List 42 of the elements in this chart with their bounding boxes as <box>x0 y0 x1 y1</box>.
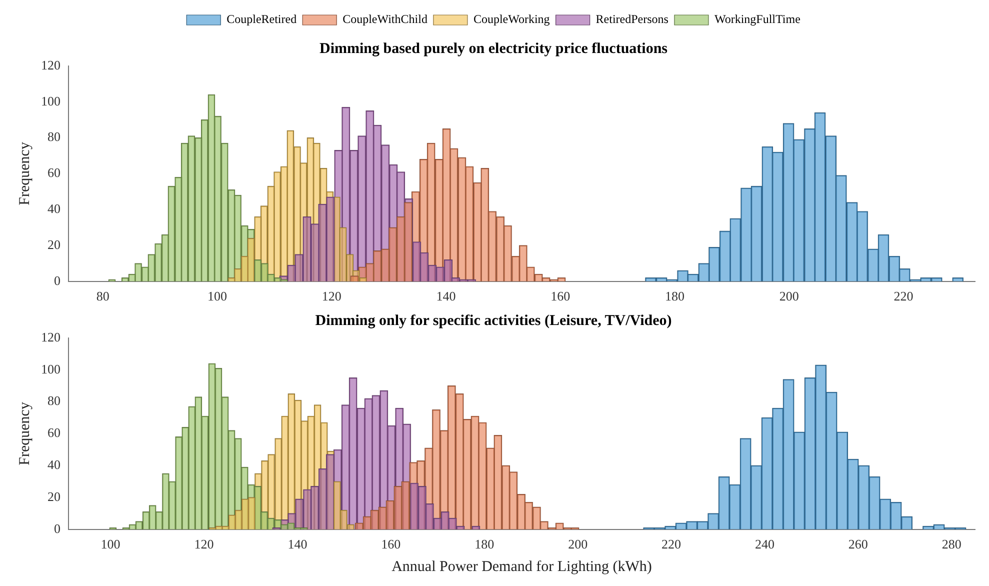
x-tick-label: 260 <box>848 536 868 552</box>
x-tick-label: 100 <box>207 288 227 304</box>
legend-label: RetiredPersons <box>596 12 669 26</box>
x-tick-label: 180 <box>664 288 684 304</box>
x-tick-label: 200 <box>568 536 588 552</box>
y-tick-label: 120 <box>41 57 60 72</box>
y-tick-label: 60 <box>48 425 60 440</box>
x-tick-label: 220 <box>662 536 682 552</box>
y-tick-label: 100 <box>41 361 60 376</box>
y-tick-label: 60 <box>48 165 60 180</box>
y-tick-label: 0 <box>54 272 60 288</box>
legend-label: CoupleRetired <box>226 12 297 26</box>
legend-label: CoupleWithChild <box>342 12 428 26</box>
legend-label: WorkingFullTime <box>714 12 800 26</box>
x-tick-label: 240 <box>754 536 774 552</box>
legend-label: CoupleWorking <box>473 12 550 26</box>
y-tick-label: 20 <box>48 488 60 504</box>
x-tick-label: 200 <box>779 288 799 304</box>
y-axis-title: Frequency <box>16 142 33 206</box>
x-tick-label: 140 <box>436 288 456 304</box>
y-tick-label: 40 <box>48 201 60 216</box>
x-tick-label: 180 <box>474 536 494 552</box>
x-tick-label: 140 <box>288 536 308 552</box>
y-tick-label: 0 <box>54 520 60 536</box>
x-tick-label: 100 <box>100 536 120 552</box>
x-tick-label: 160 <box>550 288 570 304</box>
x-tick-label: 120 <box>322 288 342 304</box>
y-tick-label: 20 <box>48 236 60 252</box>
y-tick-label: 40 <box>48 457 60 472</box>
y-tick-label: 80 <box>48 393 60 408</box>
chart-title: Dimming based purely on electricity price fluctuations <box>319 40 668 57</box>
y-axis-title: Frequency <box>16 402 33 466</box>
x-tick-label: 160 <box>381 536 401 552</box>
x-tick-label: 120 <box>194 536 214 552</box>
x-tick-label: 80 <box>96 288 110 304</box>
y-tick-label: 80 <box>48 129 60 144</box>
x-tick-label: 220 <box>894 288 914 304</box>
y-tick-label: 120 <box>41 329 60 344</box>
y-tick-label: 100 <box>41 93 60 108</box>
x-axis-title: Annual Power Demand for Lighting (kWh) <box>392 558 652 575</box>
chart-title: Dimming only for specific activities (Leisure, TV/Video) <box>315 312 672 329</box>
x-tick-label: 280 <box>942 536 962 552</box>
